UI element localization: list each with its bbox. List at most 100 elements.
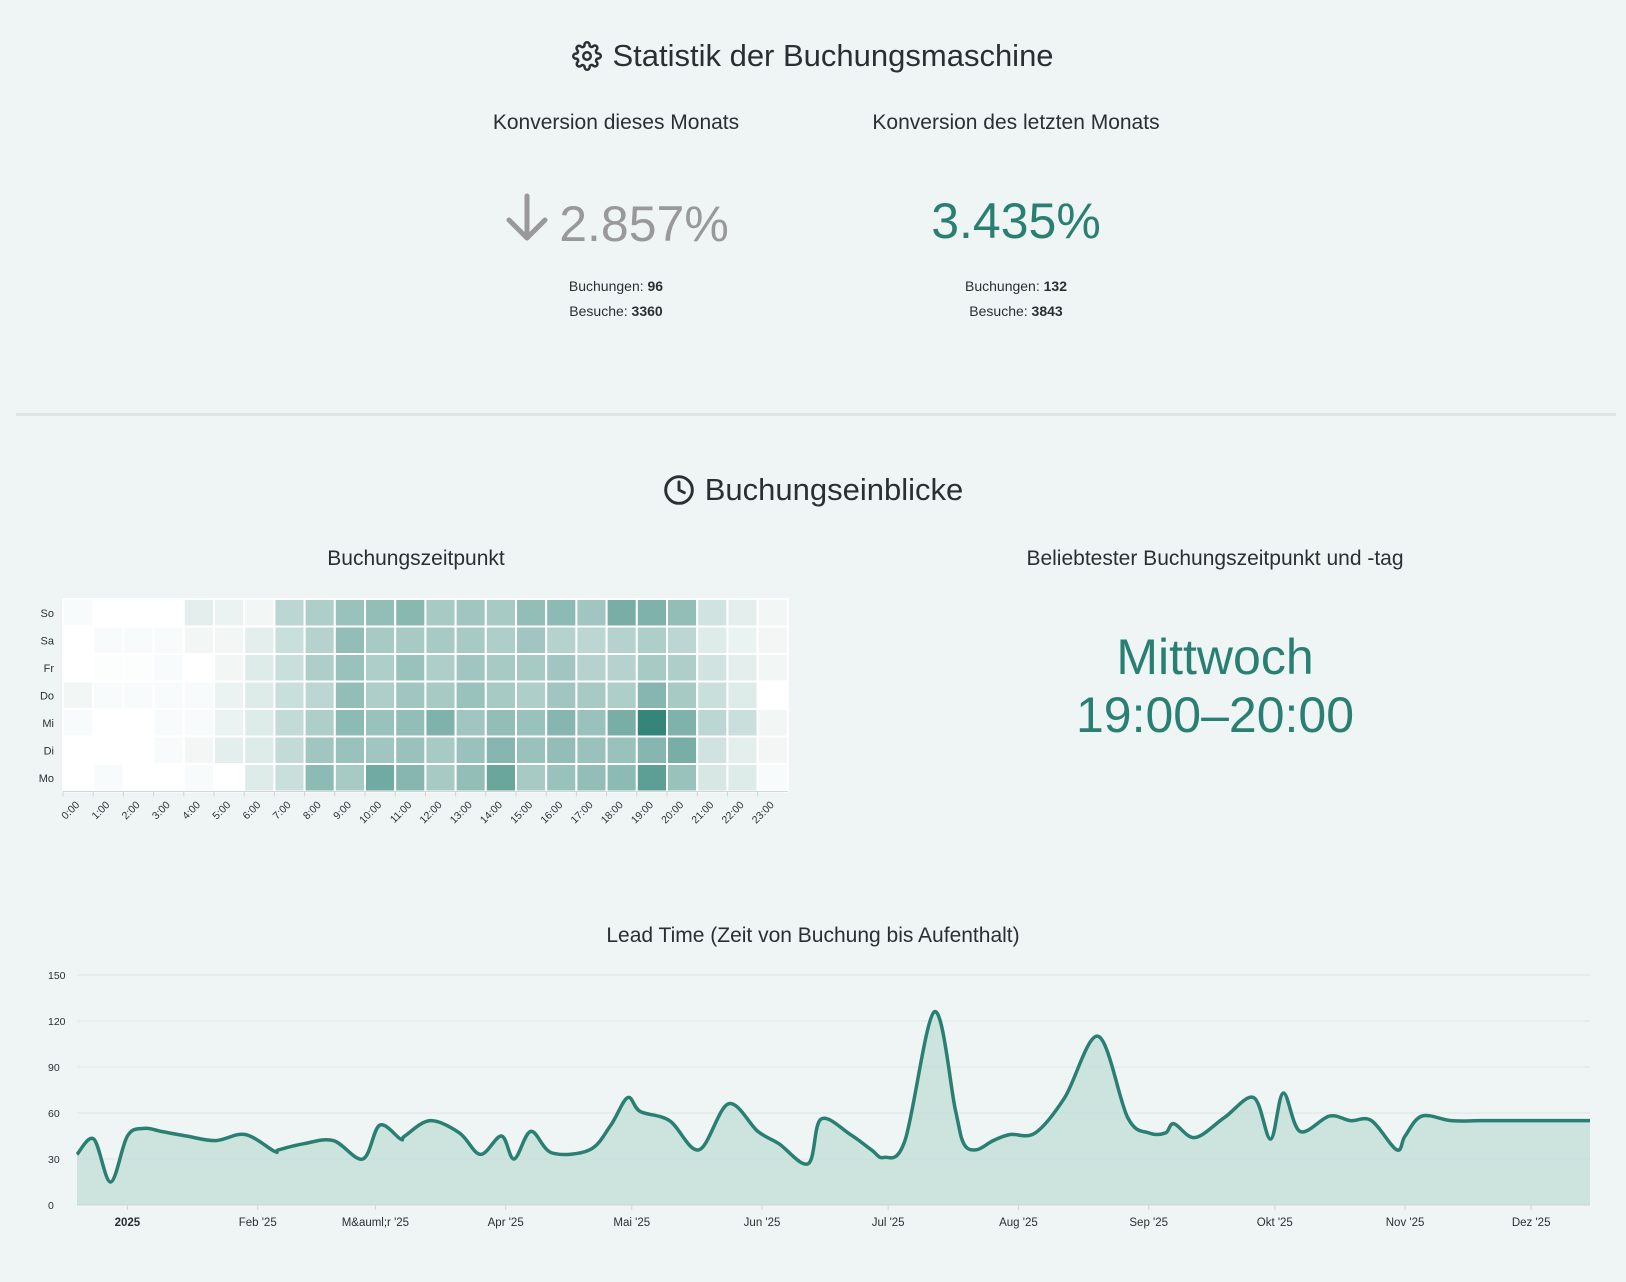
heatmap-x-label: 6:00 (240, 799, 263, 822)
lead-x-label: Nov '25 (1386, 1217, 1425, 1229)
heatmap-cell (515, 598, 548, 628)
visits-value: 3360 (631, 303, 663, 319)
heatmap-cell (605, 708, 638, 738)
heatmap-cell (726, 653, 759, 683)
clock-icon (663, 474, 695, 506)
current-month-visits: Besuche: 3360 (456, 303, 776, 319)
heatmap-cell (152, 625, 185, 655)
heatmap-cell (364, 625, 397, 655)
heatmap-cell (394, 680, 427, 710)
heatmap-x-label: 5:00 (210, 799, 233, 822)
lead-x-label: Jul '25 (872, 1217, 905, 1229)
heatmap-cell (213, 763, 246, 793)
heatmap-cell (152, 708, 185, 738)
heatmap-cell (333, 625, 366, 655)
heatmap-cell (333, 735, 366, 765)
heatmap-cell (333, 708, 366, 738)
heatmap-cell (92, 598, 125, 628)
heatmap-cell (62, 680, 95, 710)
heatmap-cell (243, 653, 276, 683)
heatmap-cell (696, 680, 729, 710)
heatmap-x-label: 3:00 (150, 799, 173, 822)
heatmap-y-label: Do (40, 690, 54, 702)
insights-title: Buchungseinblicke (704, 472, 964, 507)
heatmap-cell (424, 735, 457, 765)
heatmap-y-label: Mi (42, 718, 54, 730)
heatmap-cell (92, 625, 125, 655)
lead-x-label: Feb '25 (239, 1217, 277, 1229)
heatmap-x-label: 11:00 (388, 799, 415, 826)
visits-label: Besuche: (969, 303, 1028, 319)
heatmap-cell (364, 708, 397, 738)
heatmap-cell (696, 763, 729, 793)
heatmap-cell (62, 763, 95, 793)
gear-icon (572, 41, 603, 71)
lead-y-label: 150 (48, 970, 66, 982)
page-title: Statistik der Buchungsmaschine (612, 38, 1054, 73)
booking-time-heatmap: So Sa Fr Do Mi Di Mo 0:00 1:00 2:00 3:00 4:00 5:00 6:… (39, 598, 789, 826)
lead-series-line (75, 1010, 1590, 1184)
heatmap-cell (122, 625, 155, 655)
heatmap-cell (273, 625, 306, 655)
heatmap-cell (666, 598, 699, 628)
lead-time-chart: 0 30 60 90 120 150 2025 Feb '25 M&auml;r '25 Apr … (48, 970, 1590, 1229)
heatmap-cell (303, 598, 336, 628)
heatmap-cell (62, 653, 95, 683)
heatmap-cell (484, 708, 517, 738)
heatmap-cell (605, 625, 638, 655)
heatmap-cell (515, 625, 548, 655)
heatmap-cell (394, 653, 427, 683)
heatmap-y-label: Di (44, 745, 54, 757)
heatmap-cell (213, 653, 246, 683)
heatmap-cell (273, 708, 306, 738)
heatmap-cell (515, 763, 548, 793)
heatmap-cell (605, 763, 638, 793)
heatmap-cell (454, 708, 487, 738)
heatmap-cell (243, 708, 276, 738)
heatmap-cell (273, 598, 306, 628)
heatmap-cell (666, 735, 699, 765)
heatmap-cell (303, 735, 336, 765)
heatmap-cell (62, 708, 95, 738)
heatmap-cell (122, 598, 155, 628)
heatmap-cell (575, 680, 608, 710)
heatmap-cell (122, 653, 155, 683)
heatmap-cell (484, 763, 517, 793)
heatmap-cell (424, 598, 457, 628)
heatmap-cell (62, 598, 95, 628)
heatmap-cell (696, 735, 729, 765)
heatmap-cell (726, 708, 759, 738)
heatmap-cell (152, 680, 185, 710)
lead-area-fill (77, 1011, 1590, 1205)
heatmap-cell (605, 680, 638, 710)
heatmap-cell (605, 653, 638, 683)
heatmap-cell (726, 625, 759, 655)
heatmap-cell (726, 763, 759, 793)
heatmap-y-label: Fr (44, 663, 55, 675)
stats-section-title: Statistik der Buchungsmaschine (0, 38, 1626, 74)
heatmap-cell (726, 735, 759, 765)
visits-label: Besuche: (569, 303, 628, 319)
insights-section-title: Buchungseinblicke (0, 472, 1626, 508)
heatmap-cell (454, 763, 487, 793)
heatmap-cell (545, 763, 578, 793)
heatmap-cell (213, 598, 246, 628)
heatmap-cell (515, 680, 548, 710)
lead-x-label: Okt '25 (1257, 1217, 1293, 1229)
heatmap-cell (424, 653, 457, 683)
heatmap-y-label: So (41, 608, 54, 620)
heatmap-cell (122, 708, 155, 738)
heatmap-cell (635, 653, 668, 683)
heatmap-cell (666, 625, 699, 655)
heatmap-cell (92, 735, 125, 765)
heatmap-x-label: 19:00 (629, 799, 656, 826)
heatmap-cell (182, 708, 216, 738)
heatmap-cell (394, 735, 427, 765)
heatmap-cell (213, 680, 246, 710)
bookings-value: 96 (647, 278, 664, 294)
heatmap-cell (213, 708, 246, 738)
lead-x-label: M&auml;r '25 (342, 1217, 409, 1229)
heatmap-cell (454, 653, 487, 683)
heatmap-x-label: 0:00 (59, 799, 82, 822)
heatmap-x-label: 17:00 (569, 799, 596, 826)
